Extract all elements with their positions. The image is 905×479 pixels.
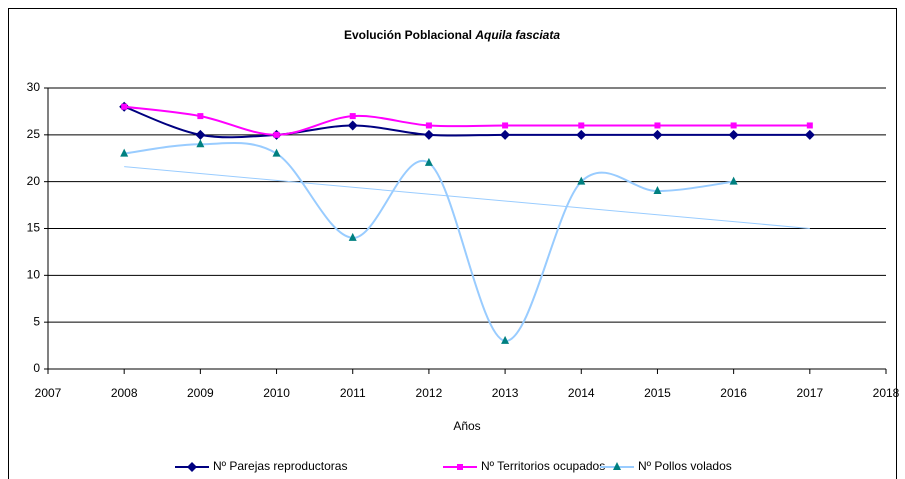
marker-triangle	[272, 148, 281, 157]
x-tick-label: 2014	[568, 386, 595, 400]
trendline	[124, 166, 810, 229]
x-tick-label: 2016	[720, 386, 747, 400]
legend-label: Nº Parejas reproductoras	[213, 459, 347, 473]
marker-square	[425, 122, 432, 129]
marker-diamond	[804, 129, 815, 140]
x-tick-label: 2007	[35, 386, 62, 400]
marker-square	[730, 122, 737, 129]
legend-item: Nº Territorios ocupados	[443, 459, 605, 473]
marker-diamond	[652, 129, 663, 140]
marker-square	[806, 122, 813, 129]
chart-border	[8, 8, 897, 479]
y-tick-label: 30	[27, 80, 41, 94]
marker-triangle	[577, 176, 586, 185]
marker-triangle	[729, 176, 738, 185]
legend-item: Nº Pollos volados	[600, 459, 732, 473]
legend-item: Nº Parejas reproductoras	[175, 459, 347, 473]
y-tick-label: 5	[33, 314, 40, 328]
marker-diamond	[347, 120, 358, 131]
x-tick-label: 2018	[873, 386, 900, 400]
y-tick-label: 10	[27, 268, 41, 282]
x-tick-label: 2010	[263, 386, 290, 400]
marker-square	[273, 131, 280, 138]
title-main: Evolución Poblacional	[344, 28, 472, 42]
marker-triangle	[196, 139, 205, 148]
x-tick-label: 2009	[187, 386, 214, 400]
marker-square	[197, 113, 204, 120]
x-tick-label: 2017	[796, 386, 823, 400]
legend-label: Nº Territorios ocupados	[481, 459, 605, 473]
y-tick-label: 0	[33, 361, 40, 375]
x-tick-label: 2013	[492, 386, 519, 400]
series-line	[124, 142, 734, 342]
x-tick-label: 2015	[644, 386, 671, 400]
marker-triangle	[348, 232, 357, 241]
marker-square	[121, 103, 128, 110]
y-tick-label: 25	[27, 127, 41, 141]
legend-label: Nº Pollos volados	[638, 459, 732, 473]
x-axis-label: Años	[453, 419, 480, 433]
marker-square	[578, 122, 585, 129]
marker-diamond	[195, 129, 206, 140]
marker-diamond	[423, 129, 434, 140]
marker-square	[349, 113, 356, 120]
marker-triangle	[613, 462, 621, 470]
marker-diamond	[728, 129, 739, 140]
chart-title: Evolución Poblacional Aquila fasciata	[344, 28, 560, 42]
y-tick-label: 20	[27, 174, 41, 188]
title-italic: Aquila fasciata	[474, 28, 560, 42]
x-tick-label: 2008	[111, 386, 138, 400]
marker-square	[457, 464, 463, 470]
marker-square	[654, 122, 661, 129]
x-tick-label: 2012	[416, 386, 443, 400]
y-tick-label: 15	[27, 221, 41, 235]
marker-diamond	[187, 462, 197, 472]
x-tick-label: 2011	[340, 386, 366, 400]
marker-triangle	[424, 157, 433, 166]
series-line	[124, 105, 810, 136]
marker-diamond	[576, 129, 587, 140]
marker-triangle	[501, 335, 510, 344]
marker-square	[502, 122, 509, 129]
marker-diamond	[500, 129, 511, 140]
marker-triangle	[653, 186, 662, 195]
series-line	[123, 105, 810, 139]
marker-triangle	[120, 148, 129, 157]
